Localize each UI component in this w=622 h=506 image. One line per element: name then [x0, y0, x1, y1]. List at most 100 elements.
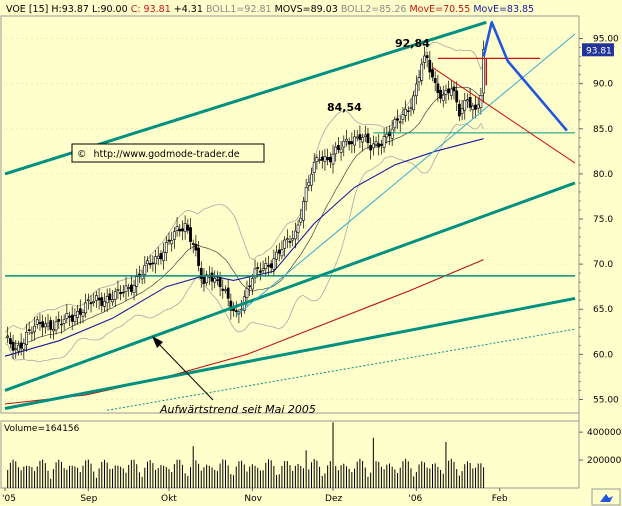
price-axis: 55.00 60.0 65.0 70.0 75.0 80.0 85.0 90.0 95.00	[579, 35, 619, 405]
candle-body	[331, 153, 335, 165]
candle-body	[428, 59, 432, 73]
candle-body	[275, 251, 278, 260]
candle-body	[156, 255, 160, 259]
bollinger-bands	[4, 42, 484, 363]
candle-body	[6, 335, 10, 338]
price-tick-label: 90.0	[593, 80, 613, 90]
price-tick-label: 80.0	[593, 170, 613, 180]
candle-body	[307, 182, 311, 186]
candle-body	[441, 94, 445, 101]
candle-body	[468, 97, 472, 108]
candle-body	[76, 311, 79, 318]
candle-body	[431, 69, 434, 78]
candle-body	[162, 251, 166, 261]
candle-body	[393, 119, 397, 129]
candle-body	[210, 272, 214, 282]
candle-body	[363, 134, 367, 137]
candle-body	[299, 217, 303, 223]
volume-tick-label: 200000	[587, 456, 622, 466]
candle-body	[482, 48, 485, 94]
volume-tick-label: 400000	[587, 428, 622, 438]
bollinger-lower	[4, 122, 484, 363]
candle-body	[27, 329, 31, 331]
candle-body	[19, 342, 23, 349]
candle-body	[302, 201, 305, 221]
candle-body	[146, 260, 149, 265]
price-badge-value: 93.81	[586, 46, 612, 56]
candle-body	[164, 242, 168, 253]
candle-body	[380, 144, 383, 146]
candle-body	[191, 243, 195, 245]
candle-body	[111, 299, 114, 303]
candle-body	[17, 344, 20, 352]
volume-axis: 200000 400000	[579, 428, 622, 466]
candle-body	[181, 228, 184, 232]
candle-body	[433, 77, 437, 83]
candle-body	[350, 141, 354, 144]
candle-body	[148, 263, 152, 266]
candle-body	[253, 268, 257, 279]
candle-body	[103, 301, 106, 307]
candle-body	[213, 278, 217, 283]
candle-body	[398, 121, 402, 124]
volume-bars	[7, 422, 485, 488]
candle-body	[447, 88, 451, 94]
candle-body	[425, 55, 429, 59]
candle-body	[129, 284, 133, 292]
candle-body	[189, 227, 192, 242]
candle-body	[68, 315, 71, 318]
candle-body	[73, 315, 77, 322]
header-move-blue: MovE=83.85	[473, 4, 534, 15]
candle-body	[135, 276, 139, 287]
header-symbol: VOE [15]	[6, 4, 48, 15]
candle-body	[267, 264, 270, 267]
candle-body	[396, 118, 399, 121]
projection-path	[482, 21, 568, 132]
copyright-symbol: ©	[77, 149, 87, 160]
candle-body	[11, 341, 15, 351]
candle-body	[183, 223, 187, 232]
candle-body	[377, 143, 381, 148]
candle-body	[33, 325, 36, 333]
candle-body	[51, 328, 55, 332]
candle-body	[296, 224, 300, 233]
candle-body	[172, 231, 176, 240]
candle-body	[404, 108, 408, 116]
candle-body	[374, 141, 378, 145]
peak-label: 92,84	[395, 37, 430, 50]
candle-body	[84, 302, 88, 314]
candle-body	[466, 99, 469, 102]
candle-body	[127, 287, 131, 289]
price-tick-label: 60.0	[593, 350, 613, 360]
candle-body	[224, 289, 227, 292]
candle-body	[119, 291, 123, 295]
candle-body	[248, 285, 252, 288]
candle-body	[178, 228, 182, 232]
candle-body	[455, 90, 459, 103]
pointer-hand-icon	[600, 494, 613, 502]
candle-body	[124, 285, 128, 292]
trend-line	[107, 328, 576, 411]
candle-body	[409, 107, 413, 110]
trend-line	[4, 296, 576, 410]
candle-body	[476, 104, 480, 109]
trend-line	[4, 181, 576, 392]
candle-body	[140, 274, 144, 280]
candle-body	[132, 285, 136, 293]
candle-body	[293, 230, 297, 240]
candle-body	[283, 239, 287, 249]
candle-body	[65, 313, 69, 319]
header-boll2: BOLL2=85.26	[341, 4, 407, 15]
candle-body	[339, 148, 343, 153]
candle-body	[269, 263, 273, 268]
watermark: © http://www.godmode-trader.de	[77, 149, 240, 160]
candle-body	[439, 89, 442, 99]
candle-body	[259, 270, 262, 273]
watermark-box	[71, 143, 265, 163]
candle-body	[159, 253, 163, 260]
candle-body	[361, 137, 364, 143]
header-low: L:90.00	[92, 4, 128, 15]
candle-body	[95, 295, 98, 301]
candle-body	[216, 279, 219, 281]
candle-body	[420, 63, 424, 81]
